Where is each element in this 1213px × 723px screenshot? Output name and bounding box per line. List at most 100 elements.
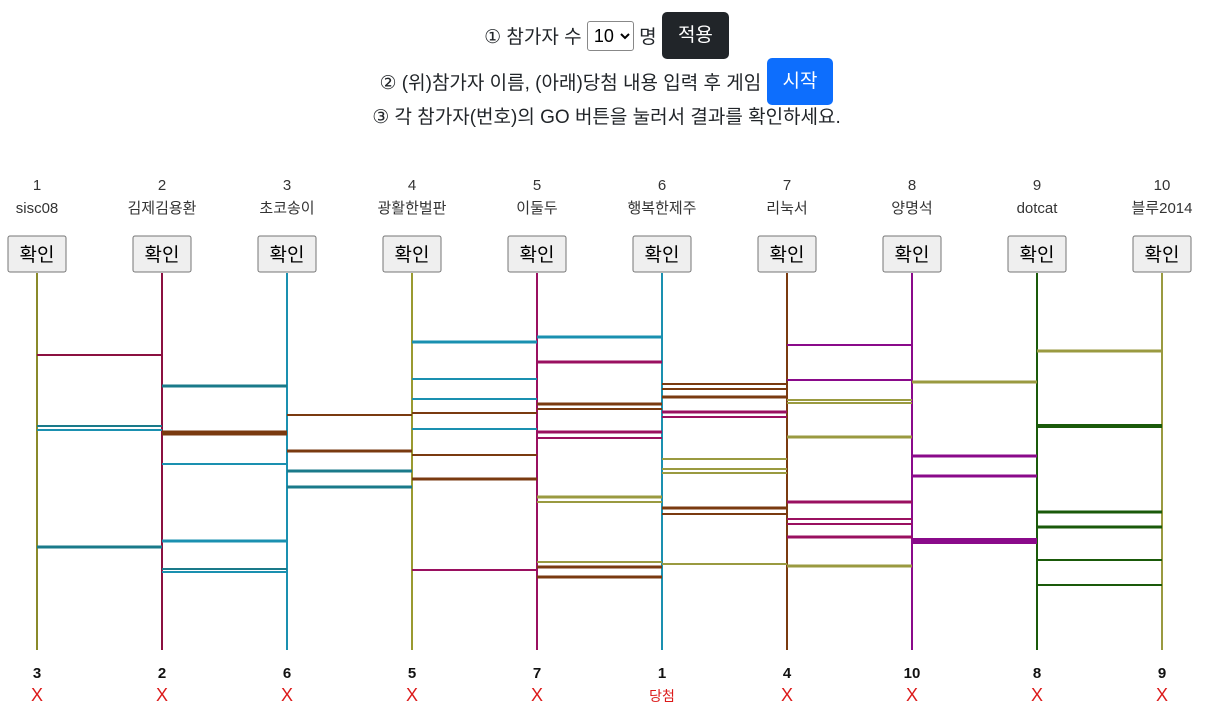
step1-row: ① 참가자 수 10 명 적용 — [0, 12, 1213, 59]
result-slot: 3X — [31, 665, 43, 705]
confirm-button-label[interactable]: 확인 — [145, 244, 180, 266]
confirm-button[interactable]: 확인 — [1007, 235, 1067, 273]
confirm-button-bg[interactable] — [882, 235, 942, 273]
confirm-button-label[interactable]: 확인 — [770, 244, 805, 266]
result-number: 3 — [33, 665, 41, 682]
confirm-button-label[interactable]: 확인 — [645, 244, 680, 266]
confirm-button-bg[interactable] — [1007, 235, 1067, 273]
participant-header: 10 블루2014 확인 — [1132, 177, 1193, 273]
participant-number: 9 — [1033, 177, 1041, 194]
result-slot: 5X — [406, 665, 418, 705]
result-fail-mark: X — [156, 685, 168, 705]
participant-number: 1 — [33, 177, 41, 194]
participant-header: 9 dotcat 확인 — [1007, 177, 1067, 273]
participant-number: 10 — [1154, 177, 1171, 194]
participant-name: 김제김용환 — [127, 200, 196, 217]
result-fail-mark: X — [906, 685, 918, 705]
confirm-button[interactable]: 확인 — [882, 235, 942, 273]
confirm-button-bg[interactable] — [7, 235, 67, 273]
result-number: 2 — [158, 665, 166, 682]
result-fail-mark: X — [1031, 685, 1043, 705]
confirm-button-bg[interactable] — [382, 235, 442, 273]
step3-row: ③ 각 참가자(번호)의 GO 버튼을 눌러서 결과를 확인하세요. — [0, 102, 1213, 129]
confirm-button-label[interactable]: 확인 — [395, 244, 430, 266]
result-number: 4 — [783, 665, 792, 682]
participant-number: 3 — [283, 177, 291, 194]
result-slot: 9X — [1156, 665, 1168, 705]
result-number: 6 — [283, 665, 291, 682]
confirm-button[interactable]: 확인 — [632, 235, 692, 273]
participant-name: 이둘두 — [516, 200, 558, 217]
participant-number: 4 — [408, 177, 416, 194]
participant-name: 광활한벌판 — [377, 200, 446, 217]
result-slot: 4X — [781, 665, 793, 705]
participant-number: 7 — [783, 177, 791, 194]
step2-row: ② (위)참가자 이름, (아래)당첨 내용 입력 후 게임 시작 — [0, 58, 1213, 105]
result-fail-mark: X — [281, 685, 293, 705]
participant-number: 6 — [658, 177, 666, 194]
result-number: 1 — [658, 665, 666, 682]
confirm-button-bg[interactable] — [257, 235, 317, 273]
participant-name: 블루2014 — [1132, 200, 1193, 217]
participant-number: 8 — [908, 177, 916, 194]
participant-name: 행복한제주 — [627, 200, 696, 217]
confirm-button[interactable]: 확인 — [757, 235, 817, 273]
confirm-button[interactable]: 확인 — [1132, 235, 1192, 273]
confirm-button-bg[interactable] — [632, 235, 692, 273]
participant-name: 리눅서 — [766, 200, 807, 217]
result-number: 10 — [904, 665, 921, 682]
result-slot: 8X — [1031, 665, 1043, 705]
participant-number: 5 — [533, 177, 541, 194]
result-number: 9 — [1158, 665, 1166, 682]
result-fail-mark: X — [1156, 685, 1168, 705]
result-slot: 1 당첨 — [649, 665, 675, 704]
participant-count-select[interactable]: 10 — [586, 20, 634, 51]
result-number: 5 — [408, 665, 416, 682]
confirm-button-bg[interactable] — [1132, 235, 1192, 273]
result-slot: 2X — [156, 665, 168, 705]
confirm-button-label[interactable]: 확인 — [520, 244, 555, 266]
apply-button[interactable]: 적용 — [661, 12, 729, 59]
step1-label: ① 참가자 수 — [484, 27, 582, 48]
result-number: 7 — [533, 665, 541, 682]
participant-number: 2 — [158, 177, 166, 194]
result-fail-mark: X — [406, 685, 418, 705]
confirm-button-label[interactable]: 확인 — [270, 244, 305, 266]
confirm-button-label[interactable]: 확인 — [1020, 244, 1055, 266]
result-slot: 6X — [281, 665, 293, 705]
confirm-button-label[interactable]: 확인 — [1145, 244, 1180, 266]
participant-name: dotcat — [1017, 200, 1059, 217]
result-fail-mark: X — [531, 685, 543, 705]
confirm-button[interactable]: 확인 — [257, 235, 317, 273]
participant-name: 양명석 — [891, 200, 932, 217]
confirm-button-bg[interactable] — [507, 235, 567, 273]
confirm-button-bg[interactable] — [757, 235, 817, 273]
result-slot: 10 X — [904, 665, 921, 705]
result-fail-mark: X — [31, 685, 43, 705]
result-fail-mark: X — [781, 685, 793, 705]
confirm-button-bg[interactable] — [132, 235, 192, 273]
result-number: 8 — [1033, 665, 1041, 682]
result-slot: 7X — [531, 665, 543, 705]
step2-label: ② (위)참가자 이름, (아래)당첨 내용 입력 후 게임 — [379, 73, 762, 94]
step1-unit: 명 — [639, 27, 657, 48]
confirm-button[interactable]: 확인 — [507, 235, 567, 273]
confirm-button[interactable]: 확인 — [382, 235, 442, 273]
participant-header: 1 sisc08 확인 — [7, 177, 67, 273]
confirm-button[interactable]: 확인 — [132, 235, 192, 273]
result-win-label: 당첨 — [649, 688, 675, 704]
confirm-button-label[interactable]: 확인 — [20, 244, 55, 266]
confirm-button-label[interactable]: 확인 — [895, 244, 930, 266]
confirm-button[interactable]: 확인 — [7, 235, 67, 273]
start-button[interactable]: 시작 — [766, 58, 834, 105]
step3-label: ③ 각 참가자(번호)의 GO 버튼을 눌러서 결과를 확인하세요. — [372, 107, 841, 128]
participant-name: sisc08 — [16, 200, 59, 217]
